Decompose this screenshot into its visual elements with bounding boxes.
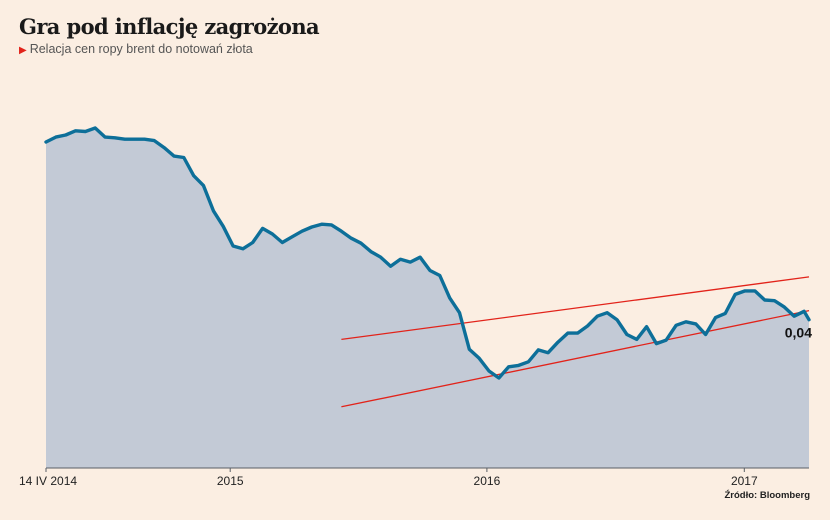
x-tick-label: 14 IV 2014: [19, 474, 77, 488]
x-tick-label: 2016: [474, 474, 501, 488]
x-tick-label: 2015: [217, 474, 244, 488]
last-value-label: 0,04: [785, 325, 812, 341]
series-line: [44, 126, 811, 380]
trendline-2: [341, 309, 810, 408]
source-label: Źródło: Bloomberg: [724, 490, 811, 501]
x-tick-label: 2017: [731, 474, 758, 488]
subtitle-marker-icon: ▶: [19, 45, 27, 56]
chart-subtitle: ▶ Relacja cen ropy brent do notowań złota: [19, 42, 253, 56]
trendline-1: [341, 276, 810, 341]
series-area: [46, 128, 809, 468]
chart-title: Gra pod inflację zagrożona: [19, 14, 320, 39]
subtitle-text: Relacja cen ropy brent do notowań złota: [29, 42, 253, 56]
